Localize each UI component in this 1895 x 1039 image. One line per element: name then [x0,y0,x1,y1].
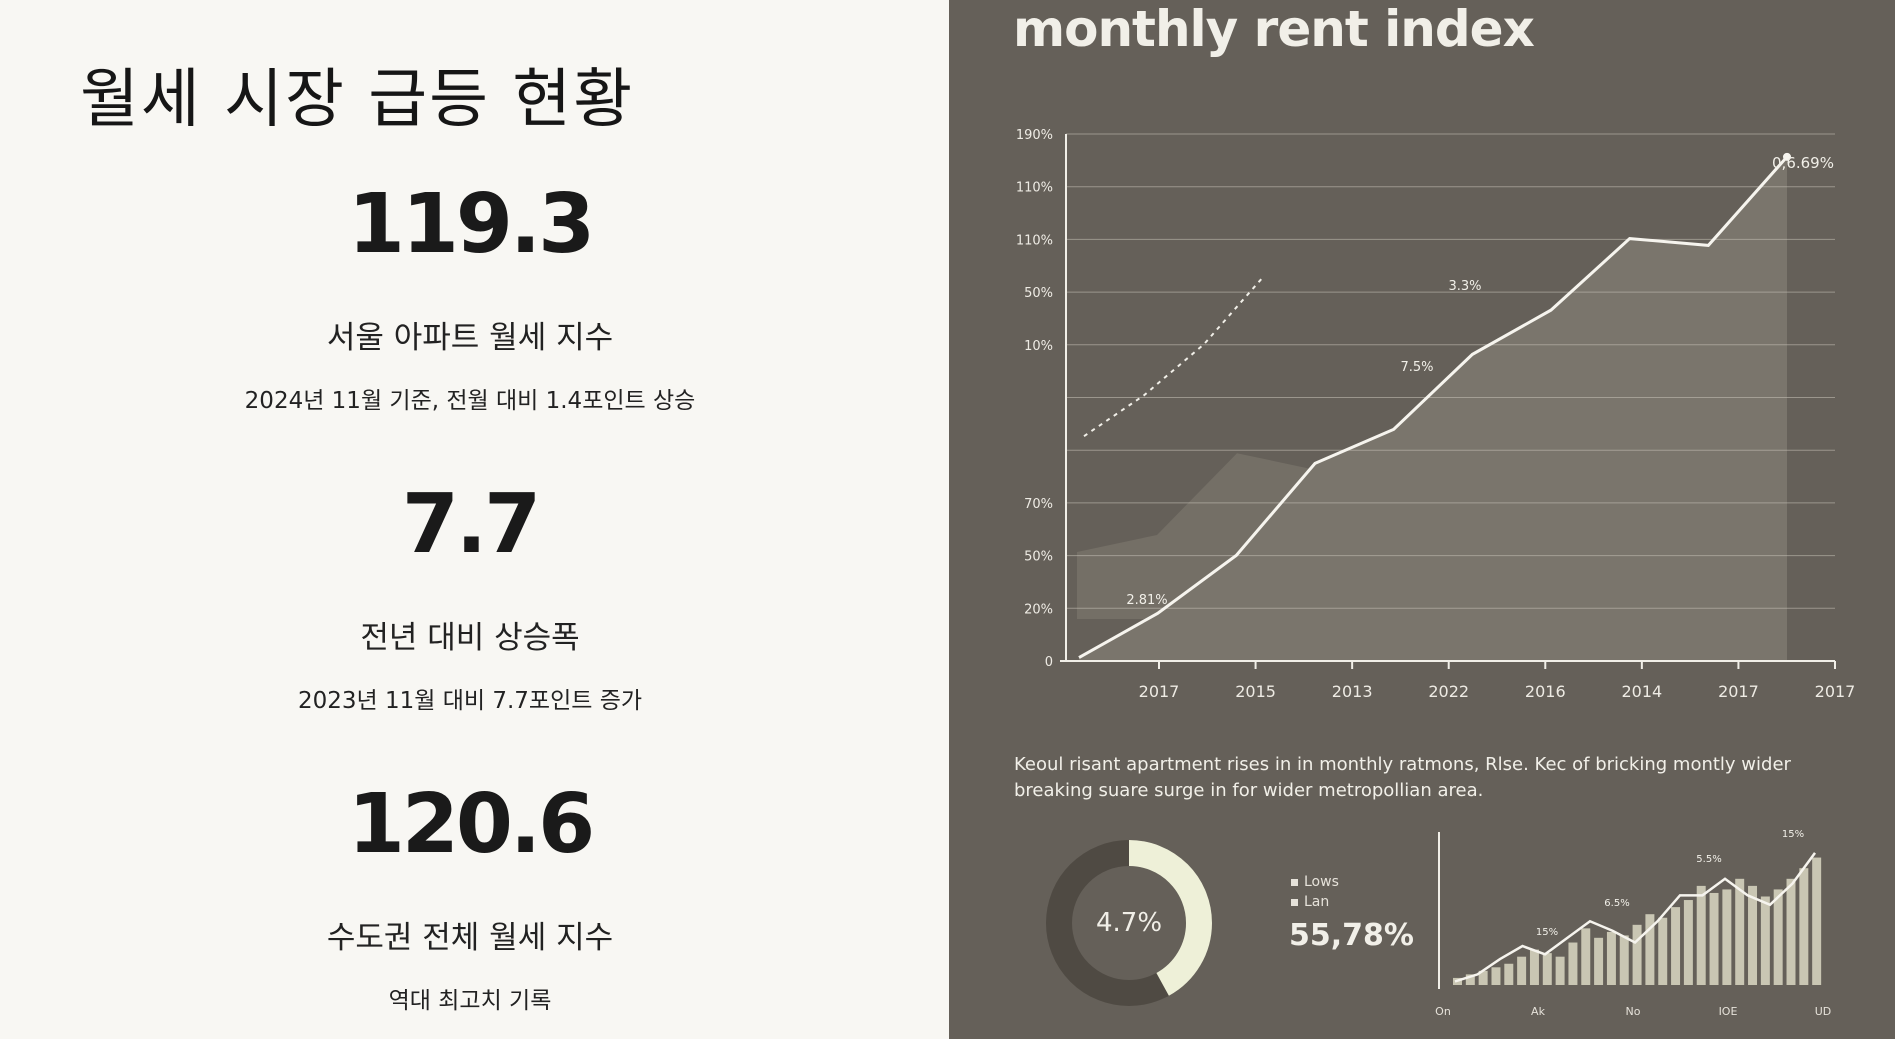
infographic-panel: 0 20% 50% 70% 10% 50% 110% 110% 190% 2017 2015 2013… [949,0,1895,1039]
bar [1606,931,1616,985]
bar [1671,907,1681,985]
page-title: 월세 시장 급등 현황 [80,63,635,137]
caption-line: Keoul risant apartment rises in in month… [1014,754,1791,775]
y-tick-label: 190% [1016,128,1053,143]
bar [1542,953,1552,985]
x-tick-label: 2013 [1332,682,1373,701]
x-tick-label: On [1435,1005,1451,1018]
data-annotation: 3.3% [1448,279,1481,294]
y-tick-label: 20% [1024,602,1053,617]
bar [1529,949,1539,985]
x-tick-label: UD [1815,1005,1832,1018]
donut-fill [1046,840,1212,1006]
main-series-line [1078,155,1789,659]
x-tick-label: 2017 [1718,682,1759,701]
bar [1619,935,1629,985]
bar-annotation: 6.5% [1604,898,1629,909]
legend-swatch [1291,878,1298,886]
x-tick-label: IOE [1719,1005,1738,1018]
legend-item: Lows [1291,872,1339,892]
stat-yearly-increase: 7.7 전년 대비 상승폭 2023년 11월 대비 7.7포인트 증가 [0,484,940,715]
stat-metro-index: 120.6 수도권 전체 월세 지수 역대 최고치 기록 [0,784,940,1015]
bar [1465,974,1475,985]
stat-value: 120.6 [347,777,595,872]
x-tick-label: 2016 [1525,682,1566,701]
bar [1478,970,1488,985]
y-tick-label: 70% [1024,497,1053,512]
data-annotation: 0,6.69% [1772,154,1834,172]
bar [1645,914,1655,985]
stat-label: 전년 대비 상승폭 [360,620,580,656]
stat-note: 2024년 11월 기준, 전월 대비 1.4포인트 상승 [244,388,696,414]
x-tick-label: 2022 [1428,682,1469,701]
legend-swatch [1291,898,1298,906]
bar [1735,878,1745,985]
line-series-area [1079,156,1787,661]
legend-item: Lan [1291,892,1339,912]
legend: Lows Lan [1291,872,1339,912]
bar [1786,878,1796,985]
bar [1632,924,1642,985]
donut-value: 4.7% [1095,908,1163,938]
stat-label: 수도권 전체 월세 지수 [326,920,614,956]
left-panel: 월세 시장 급등 현황 119.3 서울 아파트 월세 지수 2024년 11월… [0,63,940,1015]
bar [1773,889,1783,985]
rent-index-line-chart: 0 20% 50% 70% 10% 50% 110% 110% 190% 2017 2015 2013… [1016,128,1856,701]
stat-note: 역대 최고치 기록 [388,988,552,1014]
bar [1491,967,1501,985]
mini-bar-chart: 15% 6.5% 5.5% 15% On Ak No IOE UD [1435,829,1832,1018]
bar [1517,956,1527,985]
bar [1760,896,1770,985]
stat-value: 119.3 [347,177,595,272]
x-tick-label: 2017 [1139,682,1180,701]
legend-label: Lows [1304,874,1339,890]
bar [1568,942,1578,985]
data-annotation: 7.5% [1400,360,1433,375]
bar [1504,963,1514,985]
bar-annotation: 15% [1536,927,1558,938]
bar [1683,900,1693,985]
infographic-caption: Keoul risant apartment rises in in month… [1014,752,1814,804]
bar [1696,885,1706,985]
bar [1709,892,1719,985]
x-tick-label: 2015 [1235,682,1276,701]
y-tick-label: 50% [1024,286,1053,301]
series-end-marker [1783,152,1791,161]
caption-line: breaking suare surge in for wider metrop… [1014,780,1484,801]
x-tick-label: 2014 [1621,682,1662,701]
y-tick-label: 110% [1016,181,1053,196]
y-tick-label: 0 [1045,655,1053,670]
bar [1812,857,1822,985]
stat-value: 7.7 [401,477,541,572]
x-tick-label: Ak [1531,1005,1546,1018]
x-tick-label: No [1626,1005,1641,1018]
stat-label: 서울 아파트 월세 지수 [326,320,614,356]
data-annotation: 2.81% [1126,593,1167,608]
bar [1658,917,1668,985]
y-tick-label: 110% [1016,233,1053,248]
stat-note: 2023년 11월 대비 7.7포인트 증가 [297,688,643,714]
trend-line [1454,852,1817,983]
legend-label: Lan [1304,894,1330,910]
legend-value: 55,78% [1289,918,1414,953]
bar-annotation: 15% [1782,829,1804,840]
y-tick-label: 10% [1024,339,1053,354]
bar [1722,889,1732,985]
bar [1748,885,1758,985]
bar [1581,928,1591,985]
bar [1594,937,1604,985]
infographic-title: monthly rent index [1013,0,1535,58]
donut-ring [1046,840,1212,1006]
y-tick-label: 50% [1024,550,1053,565]
dashed-series-line [1083,275,1265,437]
stat-seoul-apartment-index: 119.3 서울 아파트 월세 지수 2024년 11월 기준, 전월 대비 1… [0,184,940,415]
donut-chart: 4.7% [1044,838,1214,1008]
x-tick-label: 2017 [1815,682,1856,701]
bar [1799,868,1809,985]
bar [1555,956,1565,985]
bar-annotation: 5.5% [1696,854,1721,865]
